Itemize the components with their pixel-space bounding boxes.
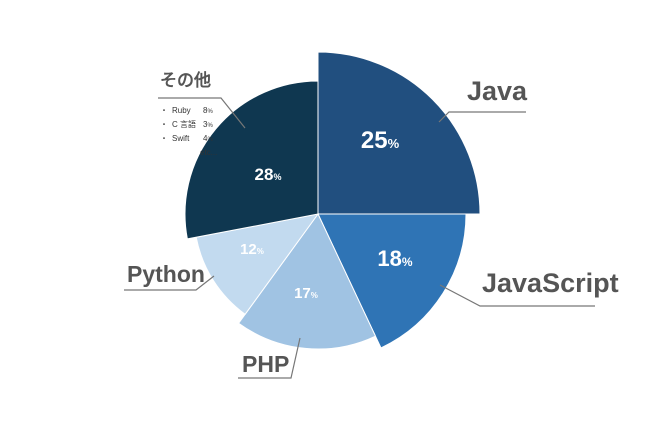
pct-label-java: 25% [361, 127, 400, 154]
breakdown-bullet: ・ [160, 134, 168, 143]
slice-javascript [317, 213, 467, 349]
breakdown-bullet: ・ [160, 120, 168, 129]
leader-line-php [238, 337, 301, 379]
leader-line-javascript [439, 284, 595, 307]
slice-other-4 [184, 80, 319, 240]
category-label-javascript: JavaScript [482, 268, 619, 298]
breakdown-bullet: ・ [160, 106, 168, 115]
category-label-php: PHP [242, 351, 289, 377]
breakdown-name: C 言語 [172, 119, 196, 129]
breakdown-name: Swift [172, 134, 190, 143]
breakdown-name: Ruby [172, 106, 191, 115]
leader-line-other-4 [158, 97, 246, 129]
category-label-java: Java [467, 76, 528, 106]
slice-python [195, 213, 320, 316]
breakdown-value: 3% [203, 120, 213, 129]
leader-line-java [438, 111, 526, 123]
pct-label-other-4: 28% [255, 165, 282, 184]
pct-label-javascript: 18% [377, 246, 412, 271]
leader-line-python [124, 275, 215, 291]
slice-java [317, 51, 481, 215]
slice-php [237, 213, 377, 350]
pct-label-python: 12% [240, 241, 264, 258]
category-label-other-4: その他 [160, 70, 211, 90]
pct-label-php: 17% [294, 285, 318, 302]
breakdown-value: 8% [203, 106, 213, 115]
category-label-python: Python [127, 261, 205, 287]
breakdown-more: etc... [200, 148, 217, 157]
breakdown-value: 4% [203, 134, 213, 143]
